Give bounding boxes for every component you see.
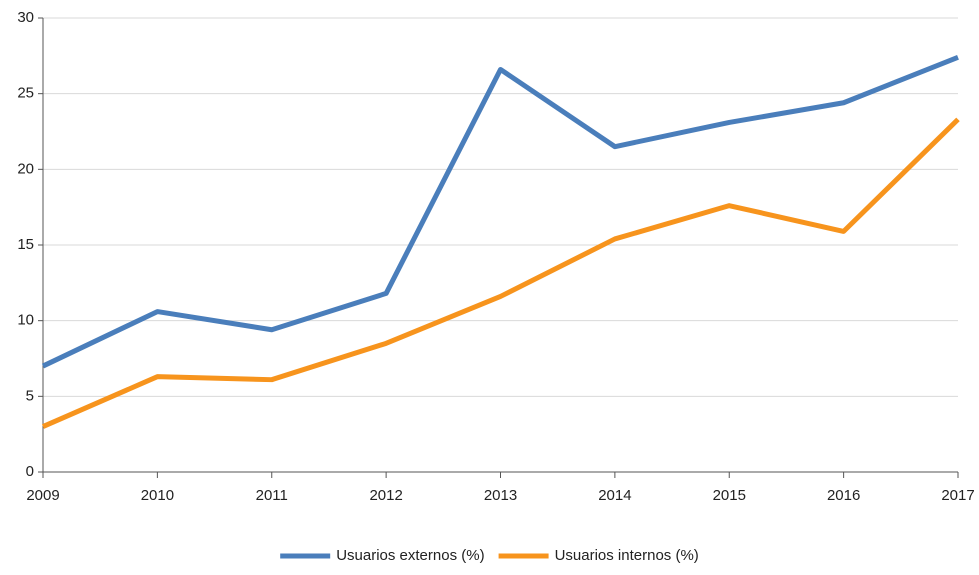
x-tick-label: 2011 [256, 487, 288, 504]
x-tick-label: 2013 [484, 487, 517, 504]
y-tick-label: 5 [26, 387, 34, 404]
x-tick-label: 2014 [598, 487, 631, 504]
y-tick-label: 0 [26, 463, 34, 480]
x-tick-label: 2009 [26, 487, 59, 504]
y-tick-label: 15 [17, 236, 34, 253]
y-tick-label: 10 [17, 312, 34, 329]
x-tick-label: 2010 [141, 487, 174, 504]
y-tick-label: 30 [17, 9, 34, 26]
series-line [41, 55, 959, 369]
x-tick-label: 2012 [369, 487, 402, 504]
y-tick-label: 20 [17, 160, 34, 177]
x-tick-label: 2015 [713, 487, 746, 504]
series-line [41, 117, 960, 429]
legend-label: Usuarios internos (%) [555, 547, 699, 564]
x-tick-label: 2017 [941, 487, 974, 504]
legend-label: Usuarios externos (%) [336, 547, 484, 564]
x-tick-label: 2016 [827, 487, 860, 504]
y-tick-label: 25 [17, 85, 34, 102]
